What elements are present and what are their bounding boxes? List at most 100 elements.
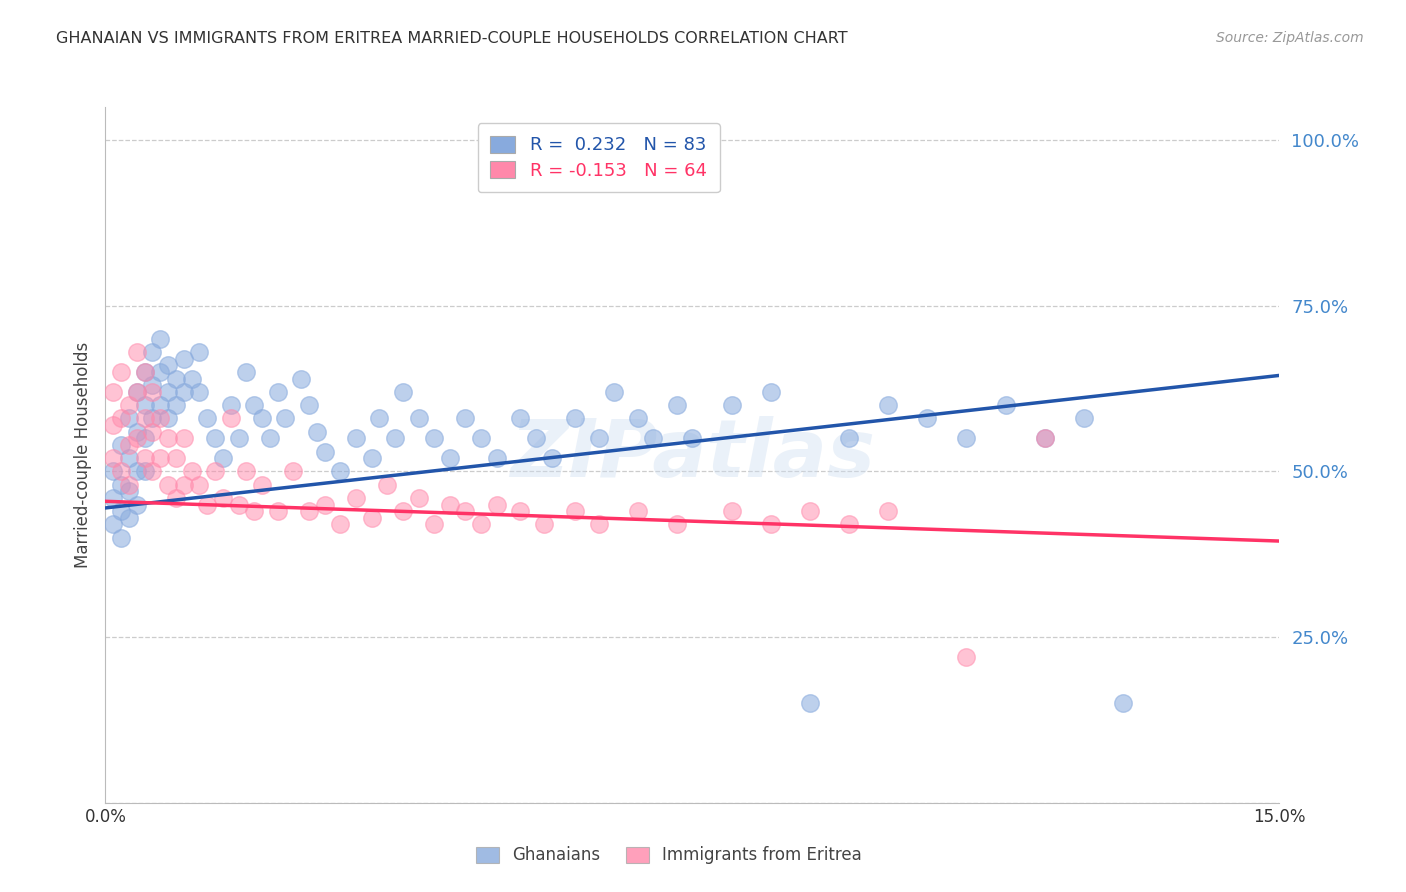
Point [103,418,125,433]
Point [955,431,977,445]
Point [188,477,211,491]
Point [173,431,195,445]
Point [141,378,163,392]
Point [564,504,586,518]
Point [643,431,665,445]
Text: GHANAIAN VS IMMIGRANTS FROM ERITREA MARRIED-COUPLE HOUSEHOLDS CORRELATION CHART: GHANAIAN VS IMMIGRANTS FROM ERITREA MARR… [56,31,848,46]
Point [314,444,336,458]
Point [423,517,446,532]
Point [588,431,610,445]
Point [439,498,461,512]
Point [188,384,211,399]
Point [838,517,860,532]
Point [173,384,195,399]
Legend: Ghanaians, Immigrants from Eritrea: Ghanaians, Immigrants from Eritrea [465,837,872,874]
Point [533,517,555,532]
Point [118,451,141,466]
Point [134,398,156,412]
Point [994,398,1017,412]
Point [195,411,218,425]
Point [173,477,195,491]
Point [118,411,141,425]
Point [360,511,382,525]
Point [877,398,900,412]
Point [125,465,148,479]
Point [392,504,415,518]
Point [298,504,321,518]
Point [157,384,180,399]
Point [110,531,132,545]
Point [915,411,938,425]
Point [627,411,650,425]
Point [110,411,132,425]
Point [134,451,156,466]
Point [344,431,367,445]
Point [141,425,163,439]
Point [118,438,141,452]
Point [157,359,180,373]
Point [485,451,508,466]
Point [211,451,233,466]
Point [110,465,132,479]
Point [134,465,156,479]
Point [141,345,163,359]
Point [470,517,492,532]
Point [266,384,288,399]
Point [165,398,187,412]
Point [228,431,250,445]
Point [329,517,352,532]
Point [149,365,172,379]
Point [305,425,328,439]
Point [157,477,180,491]
Text: ZIPatlas: ZIPatlas [510,416,875,494]
Point [235,465,257,479]
Point [228,498,250,512]
Point [125,384,148,399]
Point [141,465,163,479]
Point [103,384,125,399]
Point [149,398,172,412]
Point [211,491,233,505]
Point [368,411,391,425]
Point [298,398,321,412]
Y-axis label: Married-couple Households: Married-couple Households [73,342,91,568]
Point [454,504,477,518]
Point [681,431,703,445]
Point [110,504,132,518]
Point [118,484,141,499]
Point [423,431,446,445]
Point [243,398,266,412]
Point [134,365,156,379]
Point [250,411,273,425]
Point [118,477,141,491]
Point [118,511,141,525]
Point [408,411,430,425]
Point [134,431,156,445]
Point [149,332,172,346]
Point [329,465,352,479]
Point [125,345,148,359]
Point [588,517,610,532]
Point [204,465,226,479]
Point [149,411,172,425]
Point [173,351,195,366]
Point [110,365,132,379]
Point [125,498,148,512]
Point [290,372,312,386]
Text: Source: ZipAtlas.com: Source: ZipAtlas.com [1216,31,1364,45]
Point [259,431,281,445]
Point [165,451,187,466]
Point [665,517,688,532]
Point [877,504,900,518]
Point [283,465,305,479]
Point [134,365,156,379]
Point [1112,697,1135,711]
Point [180,465,202,479]
Point [195,498,218,512]
Point [344,491,367,505]
Point [439,451,461,466]
Point [759,384,782,399]
Point [141,384,163,399]
Point [110,438,132,452]
Point [235,365,257,379]
